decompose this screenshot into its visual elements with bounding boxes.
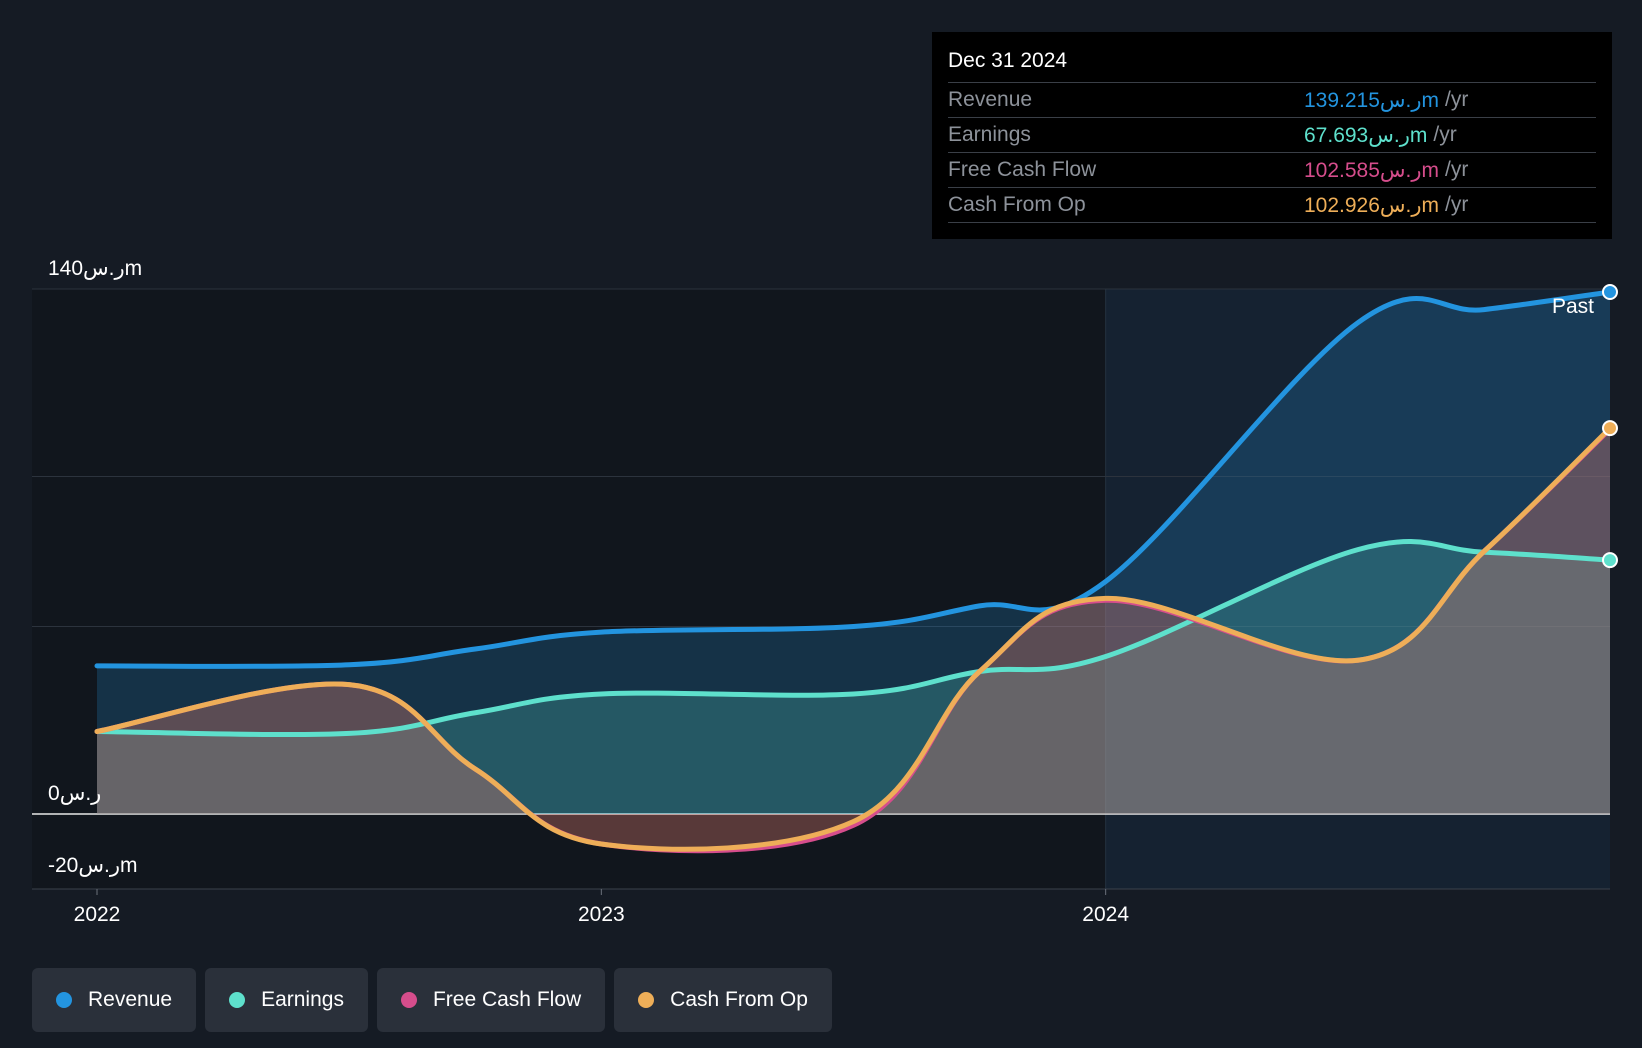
- end-marker-earnings: [1602, 552, 1618, 569]
- tooltip-row-free-cash-flow: Free Cash Flow 102.585ر.سm /yr: [948, 153, 1596, 188]
- legend-label: Cash From Op: [670, 988, 808, 1011]
- legend-dot-icon: [400, 992, 417, 1008]
- tooltip-date: Dec 31 2024: [948, 46, 1596, 83]
- chart-gridlines: [32, 288, 1610, 890]
- highlight-region: [1105, 289, 1610, 889]
- tooltip-unit: /yr: [1445, 88, 1469, 111]
- tooltip-value: 102.585ر.سm: [1304, 158, 1440, 182]
- chart-lines: [94, 289, 1613, 854]
- past-label: Past: [1552, 295, 1594, 318]
- area-cash-from-op: [97, 428, 1610, 850]
- tooltip-unit: /yr: [1433, 123, 1457, 146]
- tooltip-value: 139.215ر.سm: [1304, 88, 1440, 112]
- area-free-cash-flow: [97, 429, 1610, 851]
- tooltip-panel: Dec 31 2024 Revenue 139.215ر.سm /yr Earn…: [932, 32, 1612, 239]
- legend-item-earnings[interactable]: Earnings: [205, 968, 368, 1032]
- tooltip-label: Earnings: [948, 123, 1031, 146]
- tooltip-unit: /yr: [1445, 193, 1469, 216]
- y-tick-label: 140ر.سm: [48, 257, 142, 280]
- tooltip-value: 67.693ر.سm: [1304, 123, 1428, 147]
- x-tick-label: 2024: [1082, 903, 1129, 926]
- tooltip-label: Revenue: [948, 88, 1033, 111]
- past-region: [32, 289, 1106, 889]
- tooltip-row-earnings: Earnings 67.693ر.سm /yr: [948, 118, 1596, 153]
- legend-dot-icon: [638, 992, 655, 1008]
- line-cash-from-op: [94, 425, 1613, 852]
- x-tick-label: 2022: [74, 903, 121, 926]
- y-tick-label: -20ر.سm: [48, 854, 137, 877]
- legend-item-revenue[interactable]: Revenue: [32, 968, 197, 1032]
- end-marker-revenue: [1602, 284, 1618, 300]
- tooltip-row-revenue: Revenue 139.215ر.سm /yr: [948, 83, 1596, 118]
- area-revenue: [97, 292, 1610, 814]
- tooltip-value: 102.926ر.سm: [1304, 193, 1440, 217]
- chart-end-markers: [1602, 284, 1618, 569]
- y-tick-label: 0ر.س: [48, 782, 101, 805]
- end-marker-cash-from-op: [1602, 420, 1618, 437]
- legend-item-cash-from-op[interactable]: Cash From Op: [614, 968, 832, 1032]
- line-revenue: [94, 289, 1613, 669]
- x-tick-label: 2023: [578, 903, 625, 926]
- legend-label: Earnings: [261, 988, 344, 1011]
- chart-legend: Revenue Earnings Free Cash Flow Cash Fro…: [32, 968, 832, 1032]
- area-earnings: [97, 541, 1610, 814]
- chart-areas: [97, 292, 1610, 851]
- chart-background: [32, 289, 1610, 889]
- legend-label: Revenue: [88, 988, 173, 1011]
- tooltip-unit: /yr: [1445, 158, 1469, 181]
- line-earnings: [94, 539, 1613, 738]
- chart-tick-labels: 140ر.سm 0ر.س -20ر.سm 2022 2023 2024 Past: [48, 257, 1594, 926]
- tooltip-label: Cash From Op: [948, 193, 1086, 216]
- legend-item-free-cash-flow[interactable]: Free Cash Flow: [376, 968, 606, 1032]
- tooltip-label: Free Cash Flow: [948, 158, 1097, 181]
- legend-dot-icon: [229, 992, 246, 1008]
- legend-dot-icon: [56, 992, 72, 1008]
- legend-label: Free Cash Flow: [432, 988, 582, 1011]
- tooltip-row-cash-from-op: Cash From Op 102.926ر.سm /yr: [948, 188, 1596, 223]
